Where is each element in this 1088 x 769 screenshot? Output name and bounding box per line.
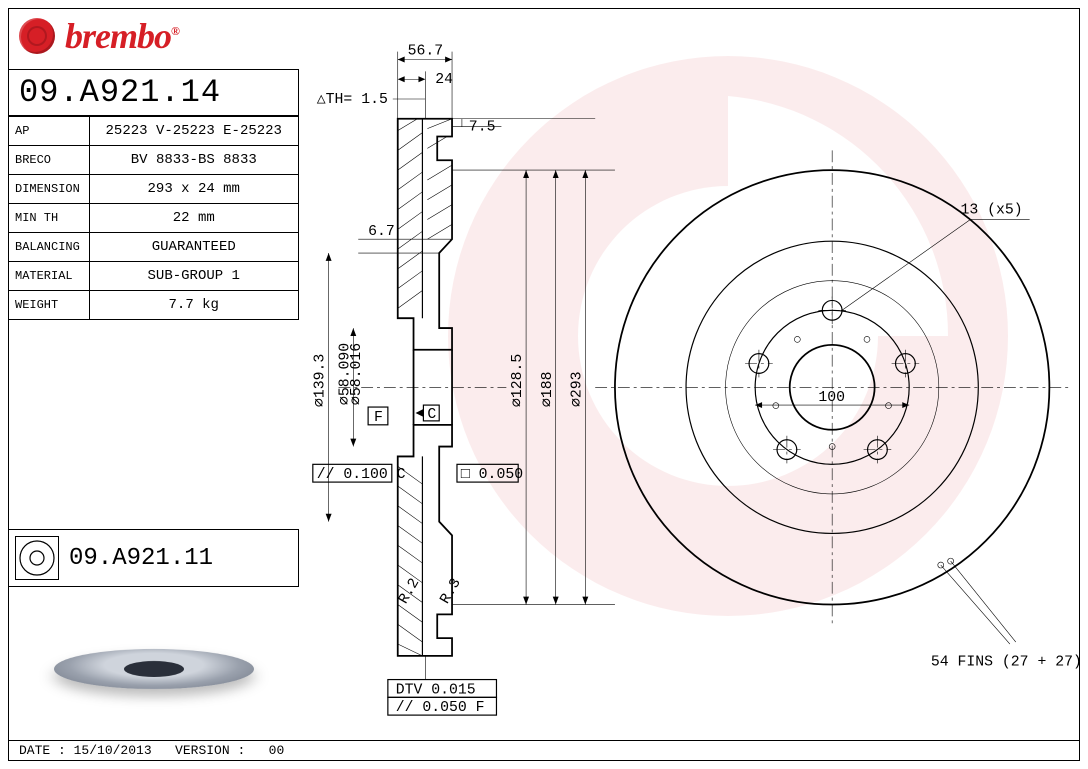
section-view: 56.7 24 △TH= 1.5 7.5 6.7 [313, 44, 523, 717]
spec-value: 293 x 24 mm [89, 175, 299, 204]
alt-part-number: 09.A921.11 [69, 545, 213, 572]
spec-label: DIMENSION [9, 175, 89, 204]
render-preview [19, 599, 289, 739]
spec-row: WEIGHT7.7 kg [9, 291, 299, 320]
footer-date: 15/10/2013 [74, 743, 152, 758]
svg-text:54 FINS (27 + 27): 54 FINS (27 + 27) [931, 655, 1079, 671]
spec-label: WEIGHT [9, 291, 89, 320]
dim-d139: ⌀139.3 [313, 354, 329, 407]
drawing-area: 56.7 24 △TH= 1.5 7.5 6.7 [299, 9, 1079, 736]
front-view: 100 13 (x5) 54 FINS (27 + 27) [595, 150, 1079, 670]
part-number: 09.A921.14 [9, 69, 299, 116]
spec-table: AP25223 V-25223 E-25223BRECOBV 8833-BS 8… [9, 116, 299, 320]
brembo-wordmark: brembo® [65, 15, 179, 57]
spec-label: BALANCING [9, 233, 89, 262]
dim-d128-5: ⌀128.5 [510, 354, 526, 407]
spec-row: AP25223 V-25223 E-25223 [9, 117, 299, 146]
spec-value: GUARANTEED [89, 233, 299, 262]
spec-panel: 09.A921.14 AP25223 V-25223 E-25223BRECOB… [9, 69, 299, 320]
brembo-disc-icon [19, 18, 55, 54]
dim-56-7: 56.7 [408, 44, 444, 60]
footer-version: 00 [269, 743, 285, 758]
spec-label: BRECO [9, 146, 89, 175]
tol-0050: □ 0.050 [461, 467, 523, 483]
spec-label: AP [9, 117, 89, 146]
spec-label: MIN TH [9, 204, 89, 233]
dim-th: △TH= 1.5 [317, 92, 388, 108]
dim-d188: ⌀188 [540, 371, 556, 407]
drawing-frame: brembo® 09.A921.14 AP25223 V-25223 E-252… [8, 8, 1080, 761]
tol-0100c: // 0.100 C [317, 467, 406, 483]
spec-value: 7.7 kg [89, 291, 299, 320]
technical-drawing: 56.7 24 △TH= 1.5 7.5 6.7 [299, 9, 1079, 736]
footer: DATE : 15/10/2013 VERSION : 00 [9, 740, 1079, 760]
spec-row: DIMENSION293 x 24 mm [9, 175, 299, 204]
logo-area: brembo® [19, 15, 179, 57]
rendered-disc-icon [54, 649, 254, 689]
svg-text:100: 100 [818, 390, 845, 406]
footer-version-label: VERSION : [175, 743, 245, 758]
dim-d58b: ⌀58.016 [349, 343, 365, 405]
r-small-2: R.3 [438, 576, 465, 607]
dim-d293: ⌀293 [569, 371, 585, 407]
tol-dtv: DTV 0.015 [396, 682, 476, 698]
tol-0050f: // 0.050 F [396, 700, 485, 716]
spec-row: BALANCINGGUARANTEED [9, 233, 299, 262]
spec-row: BRECOBV 8833-BS 8833 [9, 146, 299, 175]
disc-variant-icon [15, 536, 59, 580]
spec-value: 22 mm [89, 204, 299, 233]
datum-f: F [374, 410, 383, 426]
dim-24: 24 [435, 72, 453, 88]
spec-value: BV 8833-BS 8833 [89, 146, 299, 175]
svg-text:13 (x5): 13 (x5) [961, 203, 1023, 219]
spec-label: MATERIAL [9, 262, 89, 291]
datum-c: C [427, 407, 436, 423]
dim-6-7: 6.7 [368, 224, 395, 240]
spec-row: MATERIALSUB-GROUP 1 [9, 262, 299, 291]
registered-mark: ® [171, 24, 179, 38]
dim-7-5: 7.5 [469, 120, 496, 136]
footer-date-label: DATE : [19, 743, 66, 758]
spec-value: SUB-GROUP 1 [89, 262, 299, 291]
spec-value: 25223 V-25223 E-25223 [89, 117, 299, 146]
alt-part-box: 09.A921.11 [9, 529, 299, 587]
spec-row: MIN TH22 mm [9, 204, 299, 233]
